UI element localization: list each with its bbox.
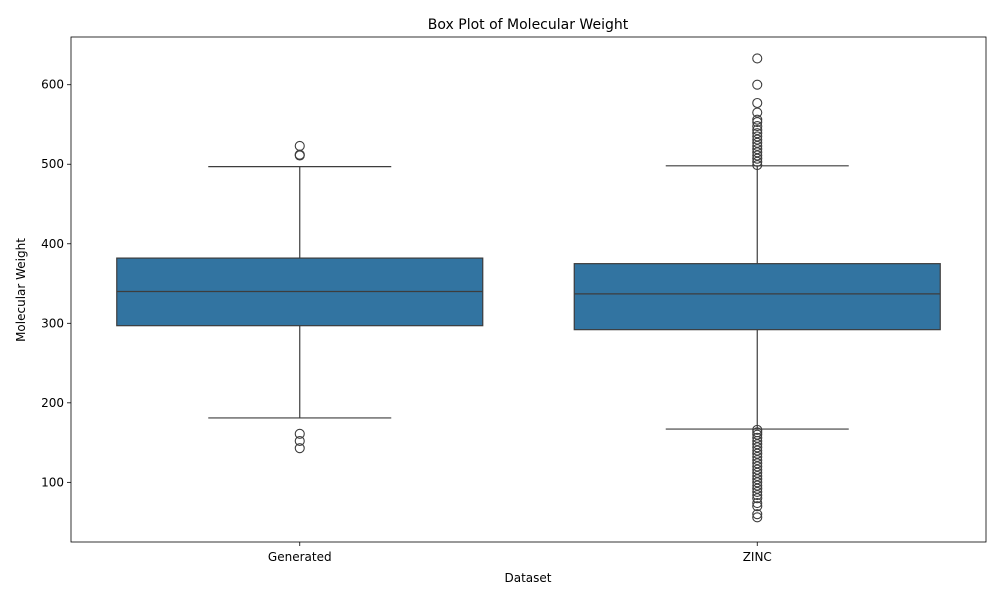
x-axis-title: Dataset [505,571,552,585]
outlier-point [752,432,763,443]
y-tick-label: 200 [41,396,64,410]
outlier-point [752,424,763,435]
outlier-point [752,429,763,440]
x-axis: Generated ZINC [268,542,772,564]
box-group-generated [116,140,484,454]
outlier-point [752,53,763,64]
outlier-point [294,435,305,447]
outlier-point [752,97,763,109]
y-tick-label: 300 [41,316,64,330]
iqr-box [573,263,941,331]
outlier-point [752,497,763,509]
box-group-zinc [573,53,941,523]
outlier-point [752,124,763,136]
y-tick-label: 500 [41,157,64,171]
outlier-point [752,128,763,139]
outlier-point [752,121,763,132]
y-axis: 100 200 300 400 500 600 [41,78,71,489]
outlier-point [294,149,305,160]
outlier-point [752,509,763,520]
y-tick-label: 100 [41,475,64,489]
outlier-point [294,428,305,439]
chart-title: Box Plot of Molecular Weight [428,17,629,33]
outlier-point [752,79,763,90]
y-tick-label: 600 [41,78,64,92]
outlier-point [752,131,763,142]
outlier-point [752,427,763,438]
outlier-point [752,512,763,523]
plot-area [116,53,941,523]
outlier-point [752,114,763,125]
outlier-point [294,443,305,454]
x-tick-label: ZINC [743,550,772,564]
x-tick-label: Generated [268,550,332,564]
y-axis-title: Molecular Weight [14,238,28,342]
outlier-point [294,140,305,152]
plot-frame [70,36,987,543]
y-tick-label: 400 [41,237,64,251]
outlier-point [752,501,763,512]
